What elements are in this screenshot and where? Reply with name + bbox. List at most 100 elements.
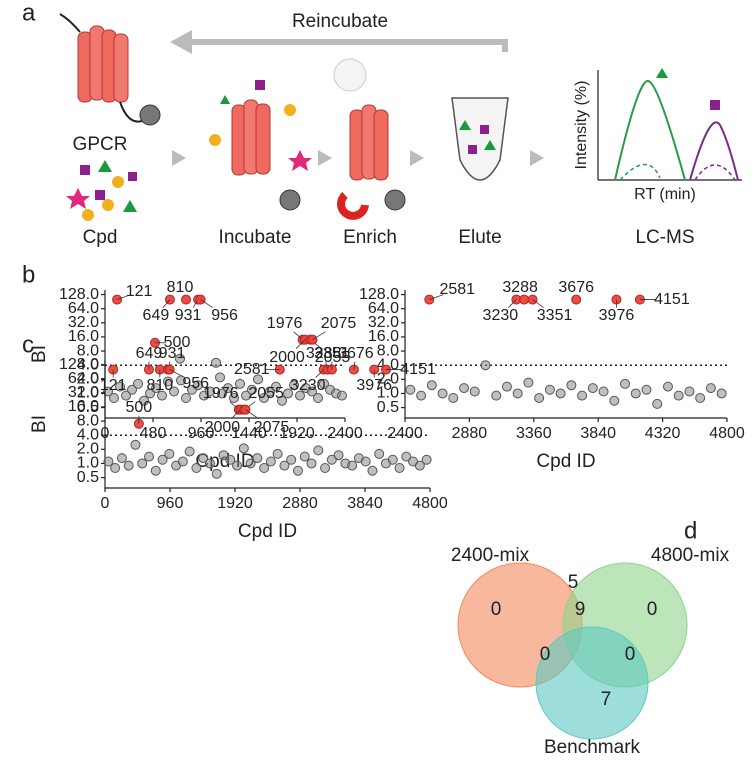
point — [164, 448, 175, 459]
leader-line — [231, 409, 241, 419]
enrich-icon — [333, 58, 406, 220]
point — [620, 378, 631, 389]
point — [181, 393, 191, 404]
hit-point — [519, 294, 530, 305]
point — [211, 468, 222, 479]
point — [414, 460, 425, 471]
x-axis-title: Cpd ID — [238, 521, 297, 542]
point — [110, 463, 121, 474]
point-label: 3976 — [599, 307, 635, 324]
x-tick-label: 4320 — [645, 425, 681, 442]
point — [555, 388, 566, 399]
x-tick-label: 1440 — [231, 425, 267, 442]
venn-count: 7 — [601, 689, 612, 710]
point — [695, 393, 706, 404]
point — [307, 386, 317, 397]
compound-label: Cpd — [83, 227, 118, 248]
point — [215, 372, 225, 383]
point — [523, 377, 534, 388]
point — [103, 386, 113, 397]
arrow-label: Reincubate — [292, 11, 388, 32]
point — [238, 443, 249, 454]
point-label: 4151 — [400, 361, 436, 378]
point — [577, 390, 588, 401]
x-tick-label: 2400 — [387, 425, 423, 442]
incubate-icon — [209, 80, 312, 211]
step-arrow — [172, 150, 186, 166]
y-tick-label: 32.0 — [368, 314, 399, 331]
x-axis-title: Cpd ID — [536, 451, 595, 472]
point — [205, 386, 215, 397]
point — [235, 378, 245, 389]
panel-label: c — [22, 331, 34, 358]
point — [662, 381, 673, 392]
y-tick-label: 16.0 — [368, 328, 399, 345]
leader-line — [116, 295, 129, 300]
y-tick-label: 32.0 — [68, 384, 99, 401]
point — [253, 374, 263, 385]
point-label: 956 — [182, 375, 209, 392]
leader-line — [245, 409, 259, 419]
point — [673, 390, 684, 401]
y-tick-label: 1.0 — [77, 385, 99, 402]
point — [705, 383, 716, 394]
point — [459, 383, 470, 394]
point-label: 500 — [126, 399, 153, 416]
point-label: 3976 — [356, 377, 392, 394]
step-label: Elute — [458, 227, 501, 248]
x-tick-label: 3840 — [347, 495, 383, 512]
point-label: 2581 — [439, 281, 475, 298]
ms-y-label: Intensity (%) — [573, 81, 590, 170]
point-label: 3230 — [290, 377, 326, 394]
x-tick-label: 480 — [140, 425, 167, 442]
point — [277, 395, 287, 406]
y-tick-label: 8.0 — [77, 412, 99, 429]
point — [426, 380, 437, 391]
compound-mixture — [66, 160, 137, 221]
point-label: 3288 — [502, 279, 538, 296]
point — [121, 390, 131, 401]
leader-line — [162, 299, 171, 308]
y-tick-label: 1.0 — [377, 385, 399, 402]
ms-x-label: RT (min) — [634, 186, 696, 203]
y-tick-label: 128.0 — [359, 286, 399, 303]
point — [534, 393, 545, 404]
y-axis-title: BI — [29, 415, 50, 433]
step-arrow — [318, 150, 332, 166]
point — [544, 384, 555, 395]
point — [198, 453, 209, 464]
y-tick-label: 0.5 — [77, 399, 99, 416]
point-label: 3351 — [537, 307, 573, 324]
y-tick-label: 16.0 — [68, 328, 99, 345]
point-label: 121 — [100, 377, 127, 394]
point — [320, 463, 331, 474]
point-label: 2075 — [321, 315, 357, 332]
point — [175, 353, 185, 364]
leader-line — [200, 299, 213, 308]
point — [421, 454, 432, 465]
point — [469, 386, 480, 397]
point — [150, 465, 161, 476]
x-tick-label: 1920 — [279, 425, 315, 442]
point — [241, 390, 251, 401]
point — [437, 388, 448, 399]
y-tick-label: 2.0 — [377, 371, 399, 388]
point-label: 931 — [175, 307, 202, 324]
y-tick-label: 64.0 — [368, 300, 399, 317]
x-tick-label: 2880 — [282, 495, 318, 512]
point — [184, 446, 195, 457]
venn-count: 0 — [647, 599, 658, 620]
x-tick-label: 960 — [188, 425, 215, 442]
point — [259, 463, 270, 474]
point-label: 3676 — [338, 345, 374, 362]
y-tick-label: 0.5 — [377, 399, 399, 416]
point-label: 931 — [159, 345, 186, 362]
point — [223, 383, 233, 394]
point — [283, 388, 293, 399]
point-label: 2000 — [205, 419, 241, 436]
venn-count: 5 — [568, 572, 579, 593]
hit-point — [571, 294, 582, 305]
leader-line — [353, 361, 356, 370]
leader-line — [315, 369, 324, 378]
